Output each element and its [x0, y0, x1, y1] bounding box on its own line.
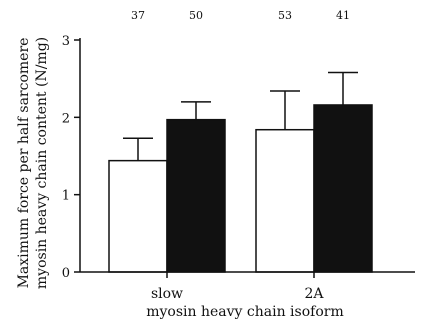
n-label-slow-series-1: 37 [131, 9, 145, 22]
x-axis-title: myosin heavy chain isoform [146, 304, 343, 320]
bar-2A-series-1 [255, 128, 315, 273]
error-bars-layer [123, 71, 358, 161]
bars-layer [108, 104, 373, 273]
bar-slow-series-2 [166, 118, 226, 273]
y-tick-label-2: 2 [62, 111, 70, 126]
x-tick-label-2A: 2A [304, 286, 324, 302]
n-label-2A-series-2: 41 [336, 9, 350, 22]
n-label-2A-series-1: 53 [278, 9, 292, 22]
bar-2A-series-2 [313, 104, 373, 273]
y-tick-label-1: 1 [62, 189, 70, 204]
axes-layer [74, 38, 415, 278]
y-axis-title-line-2: myosin heavy chain content (N/mg) [34, 37, 50, 289]
bar-slow-series-1 [108, 159, 168, 273]
x-tick-label-slow: slow [151, 286, 183, 302]
y-tick-label-3: 3 [62, 34, 70, 49]
y-tick-label-0: 0 [62, 266, 70, 281]
n-label-slow-series-2: 50 [189, 9, 203, 22]
y-axis-title-line-1: Maximum force per half sarcomere [16, 38, 32, 289]
labels-layer: 37 53 50 41 0 1 2 3 slow 2A [62, 9, 350, 302]
